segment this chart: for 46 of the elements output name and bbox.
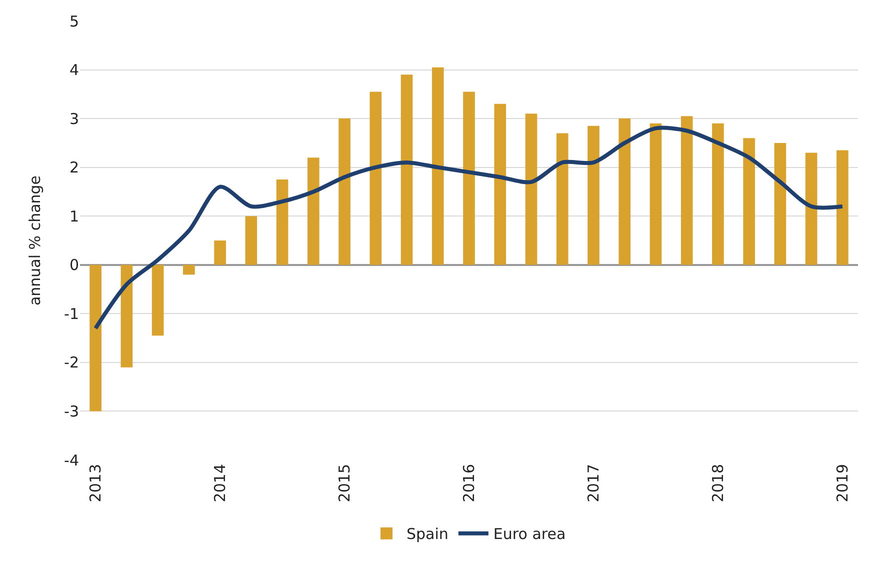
x-tick-label: 2017 [584,464,602,502]
bar [90,264,102,412]
bar [680,116,693,265]
bar [338,118,350,265]
legend-label: Euro area [493,525,566,544]
bar [743,138,755,265]
legend-label: Spain [406,525,448,544]
bar [805,152,818,265]
y-tick-label: -1 [64,304,79,323]
y-tick-label: -2 [64,354,79,372]
bar [120,264,133,368]
y-tick-label: -4 [64,451,79,470]
x-tick-label: 2019 [833,464,852,502]
bar [618,118,631,265]
bar [432,67,444,265]
y-axis-title: annual % change [26,175,44,306]
x-tick-label: 2013 [86,464,104,502]
bar [836,150,848,265]
bar [494,104,506,265]
bar [307,158,320,265]
y-tick-label: 5 [69,12,79,30]
bar [370,92,382,265]
y-tick-label: -3 [64,402,79,420]
bar [556,133,568,265]
y-tick-label: 3 [69,110,79,128]
bar [650,123,662,265]
bar [774,142,786,265]
bar [400,74,413,265]
bar [525,114,538,265]
bar [214,240,226,265]
x-tick-label: 2016 [460,464,478,502]
y-tick-label: 1 [69,207,79,226]
y-tick-label: 2 [69,158,79,177]
bar [588,126,600,265]
bar [245,216,258,265]
bar [463,92,475,265]
y-tick-label: 0 [69,256,79,274]
bar [712,123,724,265]
bar [276,180,288,265]
bar [183,264,195,275]
x-tick-label: 2018 [708,464,727,502]
x-tick-label: 2014 [210,464,229,502]
bar [152,264,164,336]
line-series [94,126,844,330]
x-tick-label: 2015 [335,464,354,502]
y-tick-label: 4 [69,61,79,80]
